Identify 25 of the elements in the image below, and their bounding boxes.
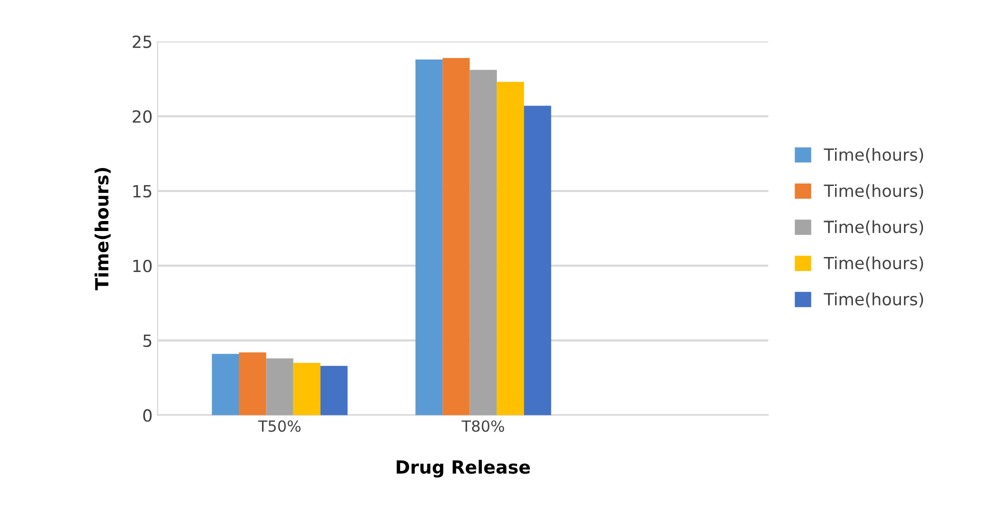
bar: [266, 358, 294, 416]
x-axis-title: Drug Release: [396, 460, 530, 478]
x-tick-label: T80%: [462, 420, 504, 432]
y-tick-label: 15: [133, 185, 152, 198]
x-tick-label: T50%: [258, 420, 301, 432]
bar: [239, 352, 266, 416]
y-tick-label: 0: [143, 409, 152, 422]
legend-label: Time(hours): [824, 148, 924, 163]
bar: [442, 58, 470, 416]
y-tick-label: 20: [132, 110, 152, 123]
bar: [496, 82, 524, 416]
legend-label: Time(hours): [824, 256, 924, 272]
y-axis-title: Time(hours): [94, 168, 111, 290]
bar: [212, 354, 240, 416]
legend-label: Time(hours): [824, 292, 924, 308]
y-tick-label: 10: [133, 260, 152, 272]
legend-label: Time(hours): [824, 220, 924, 236]
bar: [524, 106, 552, 416]
bar: [320, 366, 348, 416]
y-tick-label: 25: [132, 35, 152, 48]
legend-label: Time(hours): [824, 184, 924, 200]
bar: [415, 59, 443, 416]
y-tick-label: 5: [143, 334, 152, 348]
bar: [470, 70, 497, 416]
bar: [293, 362, 320, 416]
